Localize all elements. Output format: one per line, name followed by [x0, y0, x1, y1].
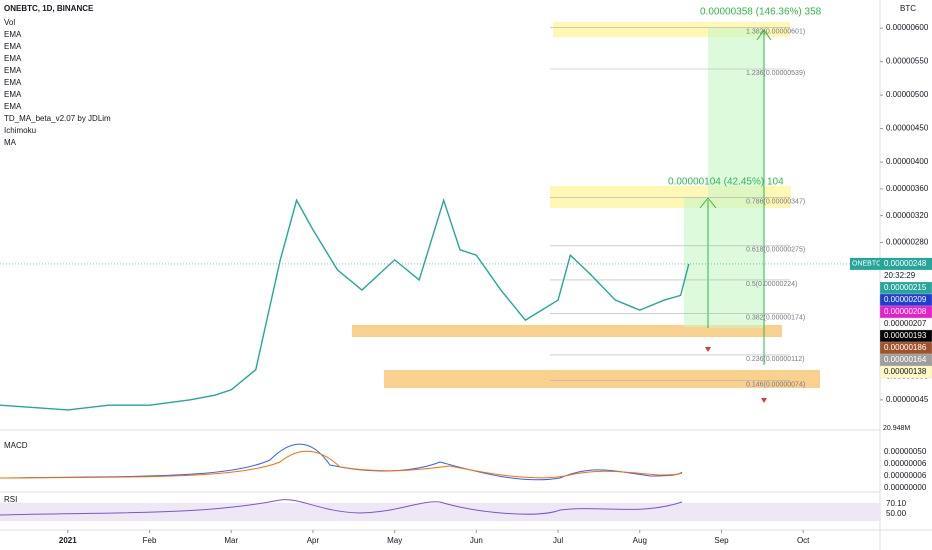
series-tag	[850, 257, 880, 270]
y-tick-label: 0.00000550	[886, 57, 929, 66]
y-tick-label: 0.00000360	[886, 184, 929, 193]
rsi-line	[0, 499, 683, 516]
y-tick-label: 0.00000320	[886, 211, 929, 220]
indicator-name: Vol	[4, 18, 15, 27]
rsi-tick: 70.10	[886, 499, 907, 508]
price-tag-label: 0.00000138	[884, 367, 927, 376]
price-tag-label: 0.00000209	[884, 295, 927, 304]
macd-tick: 0.00000006	[884, 471, 927, 480]
indicator-name: MA	[4, 138, 17, 147]
y-tick-label: 0.00000045	[886, 395, 929, 404]
price-tag-label: 0.00000208	[884, 307, 927, 316]
price-tag-label: 0.00000164	[884, 355, 927, 364]
price-tag-label: 0.00000186	[884, 343, 927, 352]
currency: BTC	[900, 4, 916, 13]
rsi-tick: 50.00	[886, 509, 907, 518]
price-tag-label: 0.00000207	[884, 319, 927, 328]
x-tick-label: Oct	[797, 536, 810, 545]
y-tick-label: 0.00000450	[886, 124, 929, 133]
fib-label: 1.382(0.00000601)	[746, 28, 805, 35]
fib-label: 0.5(0.00000224)	[746, 281, 797, 288]
annotation: 0.00000104 (42.45%) 104	[668, 177, 784, 188]
fib-label: 0.146(0.00000074)	[746, 381, 805, 388]
fib-label: 0.618(0.00000275)	[746, 247, 805, 254]
signal-line	[0, 450, 683, 479]
x-tick-label: Feb	[143, 536, 157, 545]
symbol: ONEBTC, 1D, BINANCE	[4, 4, 94, 13]
support-zone	[384, 370, 820, 388]
y-tick-label: 0.00000500	[886, 90, 929, 99]
countdown: 20:32:29	[884, 271, 916, 280]
price-tag-label: 0.00000193	[884, 331, 927, 340]
macd-tick: 0.00000000	[884, 483, 927, 492]
indicator-name: EMA	[4, 66, 22, 75]
macd-tick: 0.00000050	[884, 447, 927, 456]
projection	[684, 197, 708, 327]
indicator-name: EMA	[4, 102, 22, 111]
x-tick-label: Jun	[470, 536, 483, 545]
rsi-title: RSI	[4, 495, 17, 504]
x-tick-label: Aug	[633, 536, 647, 545]
fib-label: 0.236(0.00000112)	[746, 356, 805, 363]
y-tick-label: 0.00000600	[886, 23, 929, 32]
indicator-name: EMA	[4, 90, 22, 99]
arrow-head	[756, 29, 772, 41]
indicator-name: Ichimoku	[4, 126, 36, 135]
annotation: 0.00000358 (146.36%) 358	[700, 7, 822, 18]
x-tick-label: Jul	[553, 536, 563, 545]
indicator-name: EMA	[4, 78, 22, 87]
support-zone	[352, 325, 782, 337]
price-tag-label: 0.00000248	[884, 259, 927, 268]
fib-label: 0.786(0.00000347)	[746, 198, 805, 205]
projection	[708, 28, 764, 328]
volume-label: 20.948M	[883, 425, 910, 432]
fib-label: 0.382(0.00000174)	[746, 314, 805, 321]
x-tick-label: Apr	[307, 536, 320, 545]
rsi-band	[0, 503, 880, 521]
price-tag	[879, 365, 932, 379]
x-tick-label: 2021	[59, 536, 77, 545]
y-tick-label: 0.00000400	[886, 157, 929, 166]
y-tick-label: 0.00000280	[886, 238, 929, 247]
price-tag	[880, 257, 932, 270]
series-line	[0, 197, 690, 411]
macd-tick: 0.00000006	[884, 459, 927, 468]
arrow-head	[699, 197, 717, 209]
indicator-name: EMA	[4, 30, 22, 39]
x-tick-label: Mar	[224, 536, 238, 545]
indicator-name: EMA	[4, 42, 22, 51]
macd-title: MACD	[4, 441, 28, 450]
series-tag-label: ONEBTC	[852, 261, 881, 268]
x-tick-label: Sep	[714, 536, 729, 545]
fib-label: 1.236(0.00000539)	[746, 70, 805, 77]
x-tick-label: May	[387, 536, 402, 545]
indicator-name: TD_MA_beta_v2.07 by JDLim	[4, 114, 111, 123]
indicator-name: EMA	[4, 54, 22, 63]
price-tag-label: 0.00000215	[884, 283, 927, 292]
